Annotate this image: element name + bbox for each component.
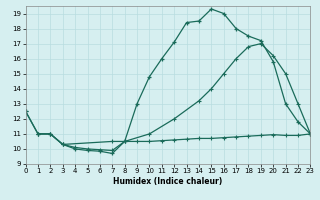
X-axis label: Humidex (Indice chaleur): Humidex (Indice chaleur) bbox=[113, 177, 223, 186]
